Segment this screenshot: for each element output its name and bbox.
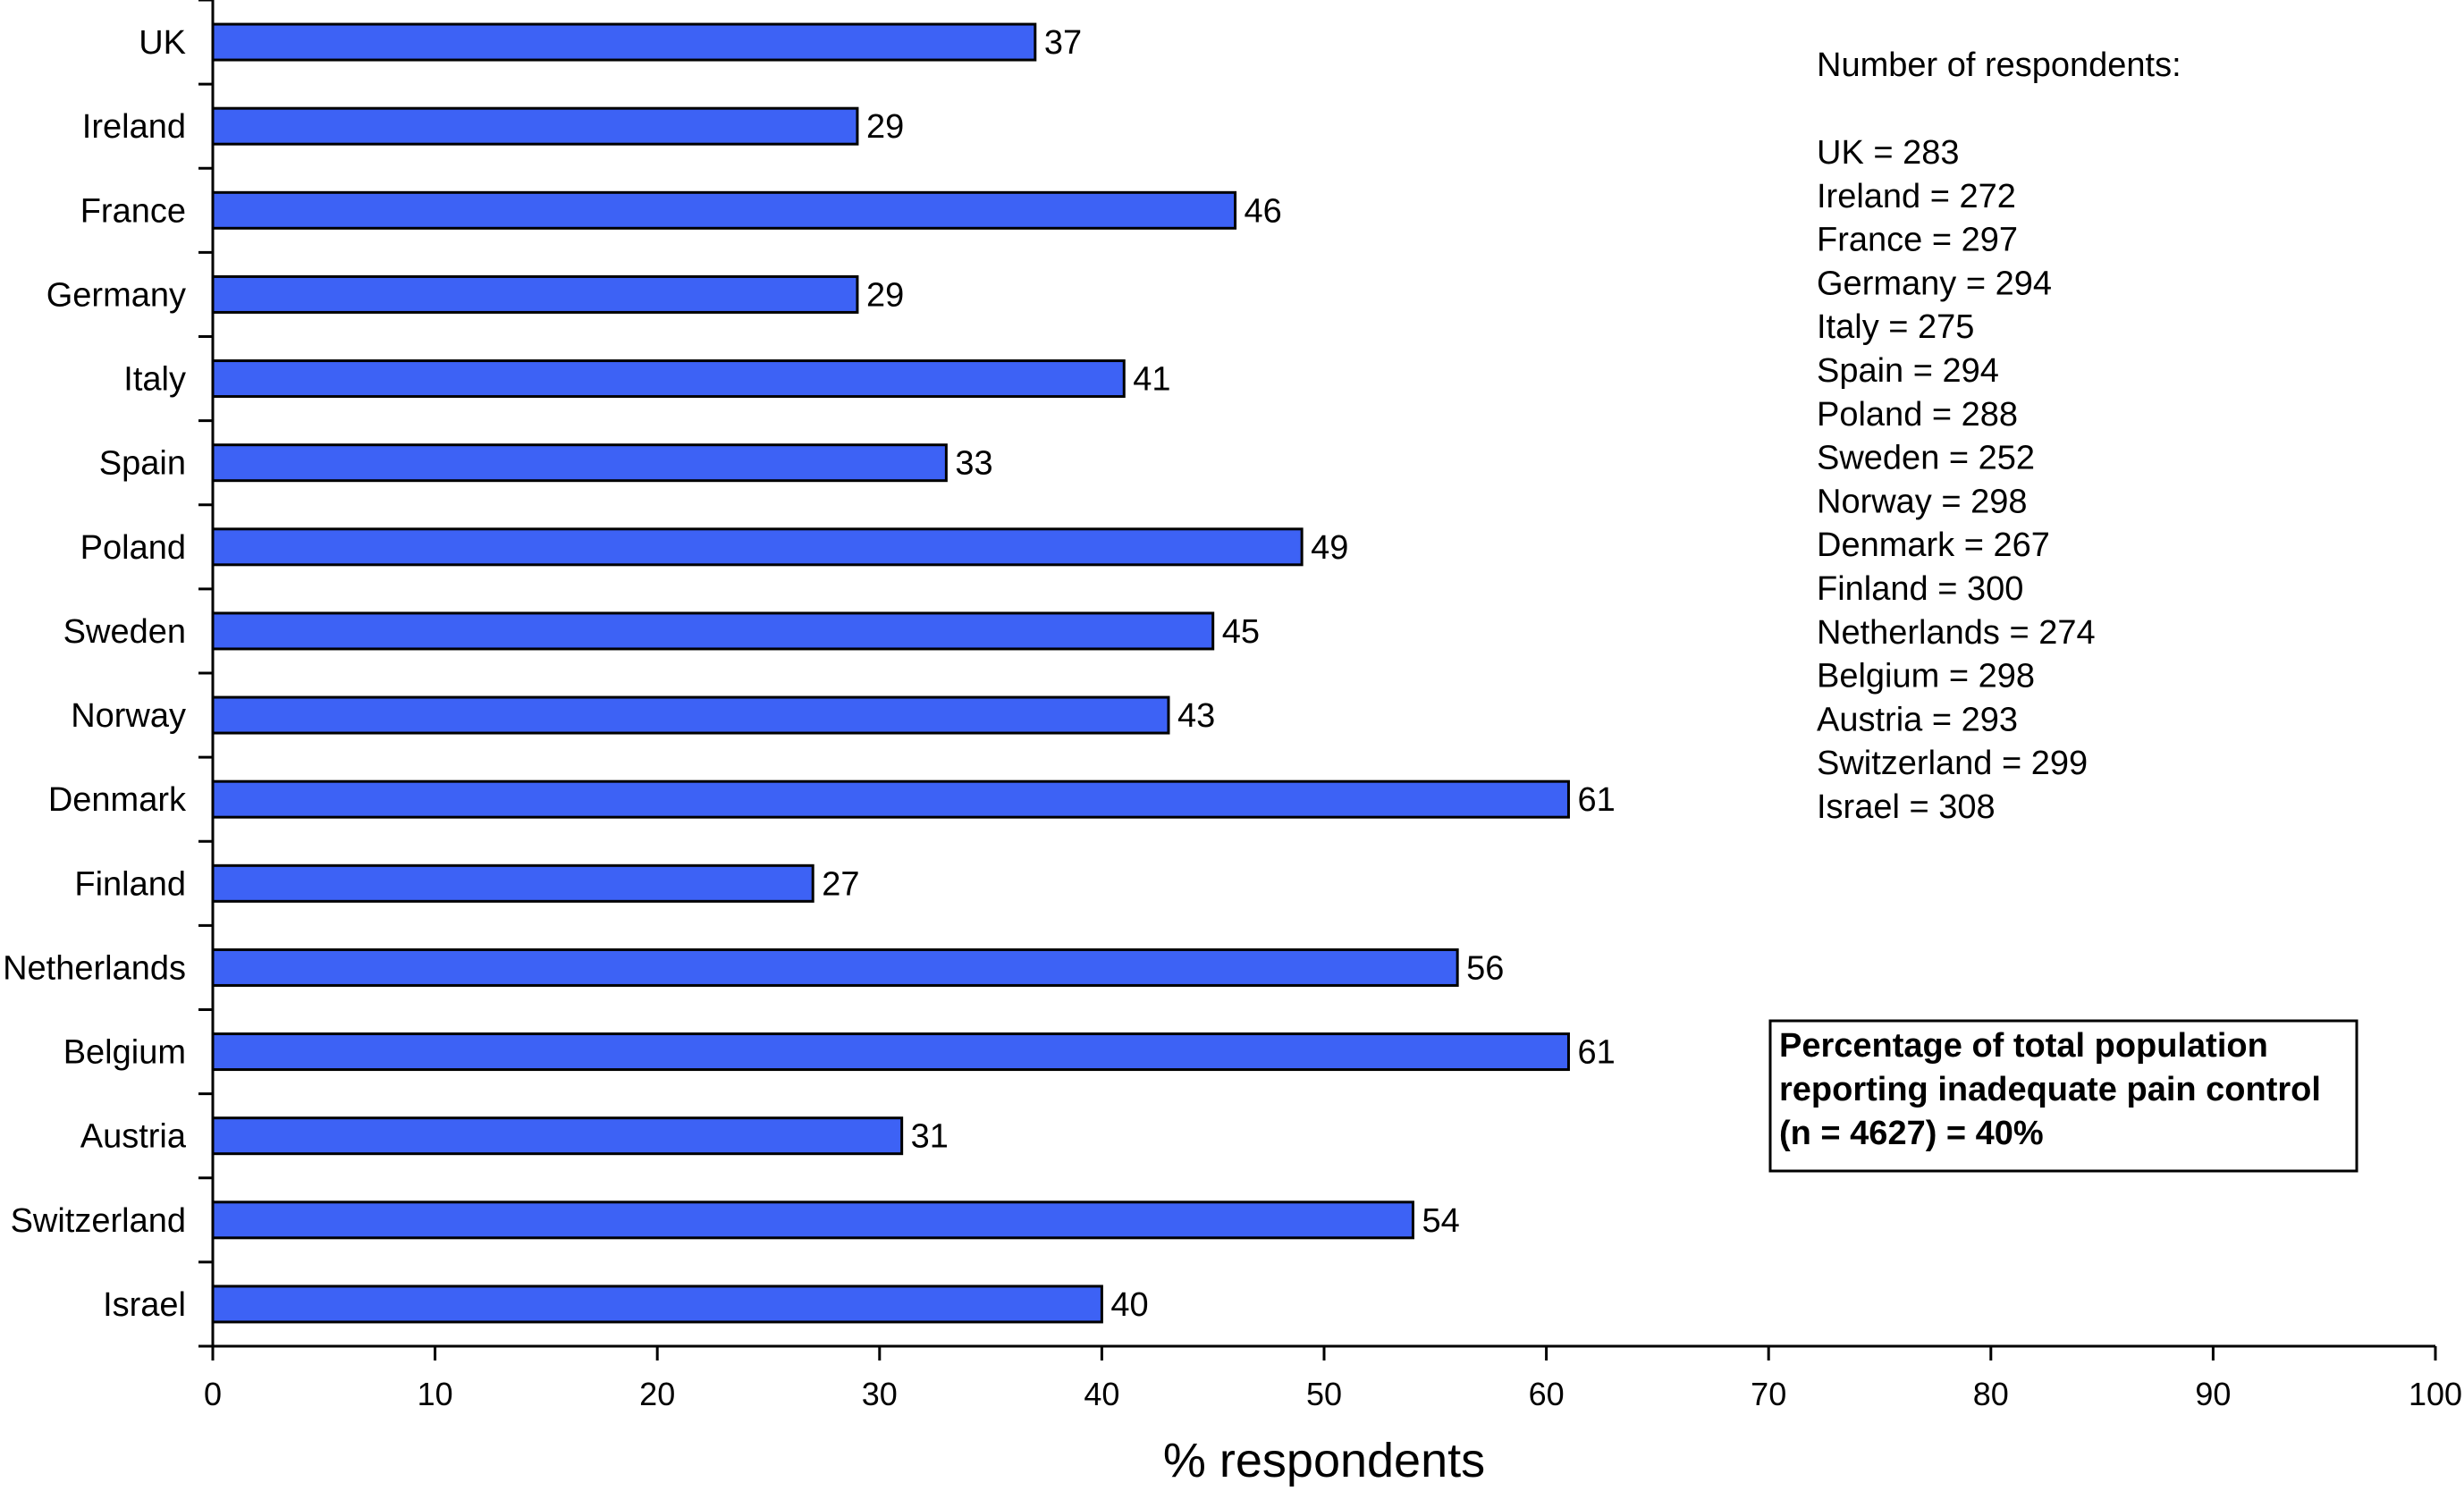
respondents-line: Switzerland = 299: [1817, 745, 2088, 782]
bar-switzerland: [211, 1200, 1414, 1240]
x-axis-title: % respondents: [1163, 1434, 1485, 1487]
value-label-sweden: 45: [1222, 613, 1260, 651]
bar-austria: [211, 1116, 904, 1156]
category-label-denmark: Denmark: [48, 781, 187, 819]
value-label-uk: 37: [1044, 24, 1082, 62]
x-tick-label: 30: [862, 1376, 898, 1412]
bar-belgium: [211, 1032, 1570, 1072]
bar-denmark: [211, 779, 1570, 819]
respondents-line: Denmark = 267: [1817, 526, 2050, 564]
value-label-italy: 41: [1133, 361, 1170, 399]
respondents-line: UK = 283: [1817, 134, 1960, 172]
bar-france: [211, 190, 1237, 230]
value-label-austria: 31: [911, 1118, 949, 1156]
summary-line-2: reporting inadequate pain control: [1779, 1071, 2321, 1108]
value-label-ireland: 29: [866, 108, 904, 146]
x-tick-label: 80: [1973, 1376, 2009, 1412]
bar-israel: [211, 1285, 1103, 1324]
respondents-line: Belgium = 298: [1817, 658, 2035, 695]
x-tick-label: 60: [1529, 1376, 1565, 1412]
x-tick-label: 90: [2195, 1376, 2231, 1412]
bar-poland: [211, 527, 1304, 567]
respondents-line: Finland = 300: [1817, 570, 2023, 608]
value-label-france: 46: [1245, 192, 1282, 230]
value-label-germany: 29: [866, 276, 904, 314]
bar-italy: [211, 359, 1126, 399]
respondents-line: Italy = 275: [1817, 308, 1974, 346]
bar-spain: [211, 443, 948, 483]
summary-box: Percentage of total population reporting…: [1768, 1019, 2359, 1173]
respondents-lines: UK = 283 Ireland = 272 France = 297 Germany…: [1817, 134, 2096, 826]
respondents-line: Netherlands = 274: [1817, 614, 2096, 652]
respondents-line: Austria = 293: [1817, 701, 2018, 738]
respondents-line: Norway = 298: [1817, 483, 2028, 520]
category-label-germany: Germany: [46, 276, 186, 314]
category-label-ireland: Ireland: [82, 108, 186, 146]
respondents-line: Israel = 308: [1817, 788, 1996, 826]
category-label-netherlands: Netherlands: [3, 949, 186, 987]
summary-box-border: [1768, 1019, 2359, 1173]
respondents-line: Poland = 288: [1817, 396, 2018, 434]
respondents-legend: Number of respondents: UK = 283 Ireland =…: [1817, 46, 2181, 826]
respondents-line: Spain = 294: [1817, 352, 1999, 390]
category-label-switzerland: Switzerland: [11, 1202, 186, 1240]
x-ticks-group: 0 10 20 30 40 50 60 70 80 90 100: [204, 1346, 2462, 1412]
bar-finland: [211, 863, 814, 903]
bars-group: [211, 22, 1570, 1324]
category-labels-group: UK Ireland France Germany Italy Spain Poland Sw…: [3, 24, 187, 1324]
x-tick-label: 70: [1751, 1376, 1786, 1412]
value-label-israel: 40: [1110, 1286, 1148, 1324]
bar-norway: [211, 695, 1170, 735]
summary-line-1: Percentage of total population: [1779, 1027, 2268, 1065]
category-label-belgium: Belgium: [63, 1034, 186, 1072]
respondents-line: Sweden = 252: [1817, 440, 2035, 477]
category-label-finland: Finland: [74, 865, 186, 903]
category-label-israel: Israel: [103, 1286, 186, 1324]
value-label-belgium: 61: [1577, 1034, 1615, 1072]
value-label-switzerland: 54: [1422, 1202, 1459, 1240]
value-label-spain: 33: [955, 445, 992, 483]
category-label-sweden: Sweden: [63, 613, 186, 651]
bar-ireland: [211, 106, 859, 146]
bar-netherlands: [211, 948, 1459, 987]
x-tick-label: 100: [2409, 1376, 2462, 1412]
category-label-poland: Poland: [80, 529, 186, 567]
category-label-norway: Norway: [71, 697, 186, 735]
x-tick-label: 10: [418, 1376, 453, 1412]
value-label-poland: 49: [1311, 529, 1348, 567]
bar-germany: [211, 274, 859, 314]
category-label-italy: Italy: [123, 361, 186, 399]
category-label-france: France: [80, 192, 186, 230]
respondents-line: France = 297: [1817, 222, 2018, 259]
value-label-denmark: 61: [1577, 781, 1615, 819]
x-tick-label: 50: [1306, 1376, 1342, 1412]
x-tick-label: 40: [1084, 1376, 1119, 1412]
respondents-line: Germany = 294: [1817, 265, 2052, 302]
bar-uk: [211, 22, 1037, 62]
category-label-austria: Austria: [80, 1118, 187, 1156]
category-label-spain: Spain: [99, 445, 186, 483]
respondents-line: Ireland = 272: [1817, 178, 2016, 215]
value-labels-group: 37 29 46 29 41 33 49 45 43 61 27 56 61 31 54 40: [822, 24, 1616, 1324]
value-label-netherlands: 56: [1466, 949, 1504, 987]
value-label-finland: 27: [822, 865, 859, 903]
summary-line-3: (n = 4627) = 40%: [1779, 1115, 2044, 1152]
category-label-uk: UK: [139, 24, 186, 62]
bar-sweden: [211, 611, 1215, 651]
respondents-heading: Number of respondents:: [1817, 46, 2181, 84]
value-label-norway: 43: [1177, 697, 1215, 735]
x-tick-label: 20: [639, 1376, 675, 1412]
x-tick-label: 0: [204, 1376, 222, 1412]
